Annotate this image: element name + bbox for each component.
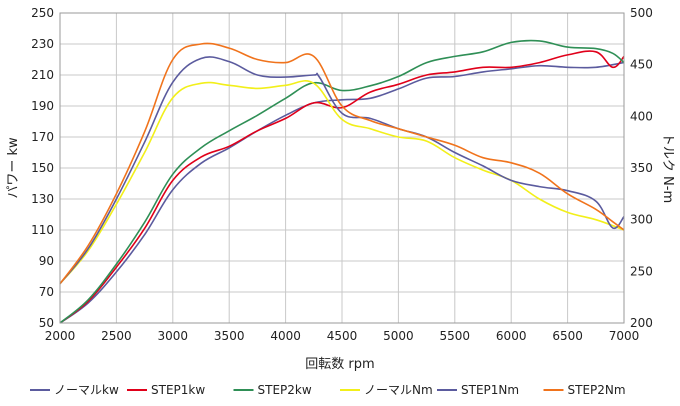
y-left-tick-label: 190 <box>31 99 54 113</box>
x-tick-label: 6000 <box>496 329 527 343</box>
y-left-tick-label: 210 <box>31 68 54 82</box>
x-tick-label: 3500 <box>214 329 245 343</box>
plot-area <box>59 12 625 324</box>
y-right-tick-label: 350 <box>630 161 653 175</box>
x-axis-title: 回転数 rpm <box>305 357 374 372</box>
y-left-tick-label: 50 <box>39 316 54 330</box>
legend-item: STEP1Nm <box>437 383 519 397</box>
legend-item: STEP2Nm <box>543 383 626 397</box>
grid <box>59 12 625 324</box>
series-line-5 <box>59 42 625 285</box>
legend-item: ノーマルkw <box>30 383 119 397</box>
y-right-tick-label: 250 <box>630 264 653 278</box>
legend-label: STEP1kw <box>151 383 205 397</box>
legend-label: STEP2Nm <box>568 383 626 397</box>
x-tick-label: 2000 <box>45 329 76 343</box>
legend-label: ノーマルkw <box>54 383 119 397</box>
x-axis-ticks: 2000 2500 3000 3500 4000 4500 5000 5500 6000 6500… <box>45 329 640 343</box>
y-right-tick-label: 400 <box>630 109 653 123</box>
legend-item: ノーマルNm <box>340 383 433 397</box>
y-left-tick-label: 150 <box>31 161 54 175</box>
series-lines <box>59 39 625 324</box>
x-tick-label: 3000 <box>158 329 189 343</box>
y-right-tick-label: 200 <box>630 316 653 330</box>
y-axis-left-title: パワー kw <box>6 137 21 199</box>
x-tick-label: 5000 <box>383 329 414 343</box>
y-axis-left-ticks: 50 70 90 110 130 150 170 190 210 230 250 <box>31 6 54 330</box>
y-right-tick-label: 300 <box>630 213 653 227</box>
x-tick-label: 5500 <box>440 329 471 343</box>
y-left-tick-label: 110 <box>31 223 54 237</box>
series-line-1 <box>59 50 625 324</box>
legend-item: STEP1kw <box>127 383 205 397</box>
y-axis-right-title: トルク N-m <box>660 133 675 203</box>
x-tick-label: 4000 <box>270 329 301 343</box>
legend-item: STEP2kw <box>233 383 312 397</box>
series-line-4 <box>59 56 625 285</box>
y-left-tick-label: 90 <box>39 254 54 268</box>
legend-label: STEP1Nm <box>461 383 519 397</box>
y-right-tick-label: 500 <box>630 6 653 20</box>
y-left-tick-label: 170 <box>31 130 54 144</box>
y-left-tick-label: 70 <box>39 285 54 299</box>
x-tick-label: 7000 <box>609 329 640 343</box>
series-line-0 <box>59 61 625 324</box>
y-left-tick-label: 250 <box>31 6 54 20</box>
y-left-tick-label: 130 <box>31 192 54 206</box>
legend-label: STEP2kw <box>258 383 312 397</box>
legend-label: ノーマルNm <box>364 383 433 397</box>
series-line-3 <box>59 80 625 285</box>
x-tick-label: 6500 <box>552 329 583 343</box>
x-tick-label: 4500 <box>327 329 358 343</box>
y-left-tick-label: 230 <box>31 37 54 51</box>
legend: ノーマルkw STEP1kw STEP2kw ノーマルNm STEP1Nm STEP2Nm <box>30 383 626 397</box>
y-axis-right-ticks: 200 250 300 350 400 450 500 <box>630 6 653 330</box>
series-line-2 <box>59 39 625 324</box>
x-tick-label: 2500 <box>101 329 132 343</box>
y-right-tick-label: 450 <box>630 58 653 72</box>
